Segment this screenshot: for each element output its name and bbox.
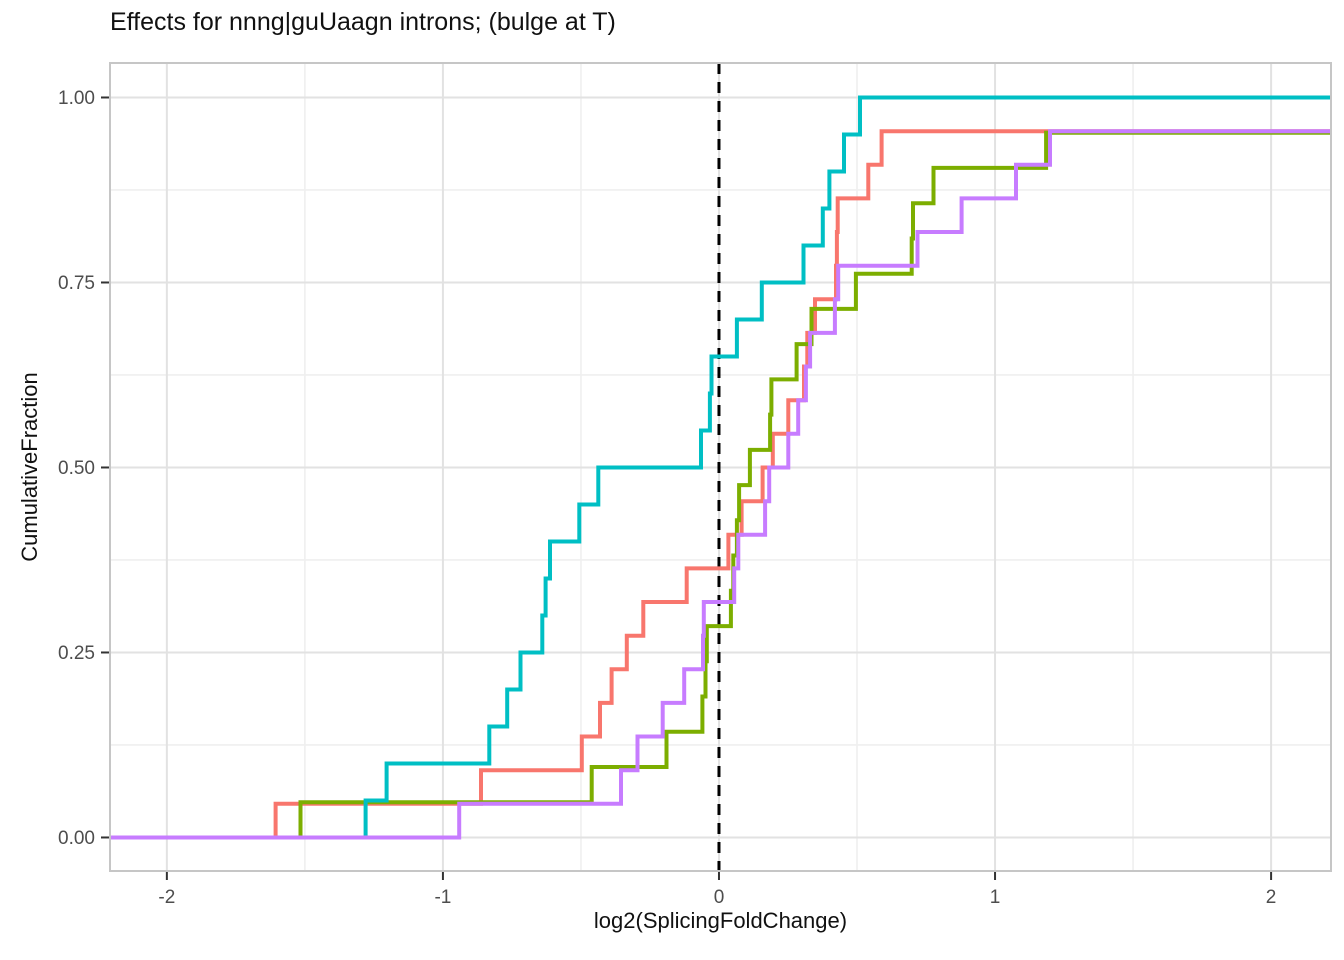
y-tick-label: 0.75 xyxy=(58,273,95,294)
x-axis-title: log2(SplicingFoldChange) xyxy=(593,908,848,933)
series-path-salmon xyxy=(110,129,1331,840)
x-tick-label: 1 xyxy=(990,887,1001,908)
y-tick-label: 0.50 xyxy=(58,458,95,479)
x-tick-label: 2 xyxy=(1266,887,1277,908)
x-tick-label: -2 xyxy=(158,887,175,908)
y-axis-title: CumulativeFraction xyxy=(17,372,42,562)
x-tick-label: -1 xyxy=(434,887,451,908)
y-tick-label: 0.25 xyxy=(58,643,95,664)
y-tick-label: 0.00 xyxy=(58,828,95,849)
panel-border xyxy=(109,62,1332,872)
series-path-olive xyxy=(110,130,1331,840)
chart-title: Effects for nnng|guUaagn introns; (bulge… xyxy=(110,8,616,36)
x-tick-label: 0 xyxy=(714,887,725,908)
y-tick-label: 1.00 xyxy=(58,88,95,109)
series-path-purple xyxy=(110,129,1331,840)
series-path-teal xyxy=(110,95,1331,840)
